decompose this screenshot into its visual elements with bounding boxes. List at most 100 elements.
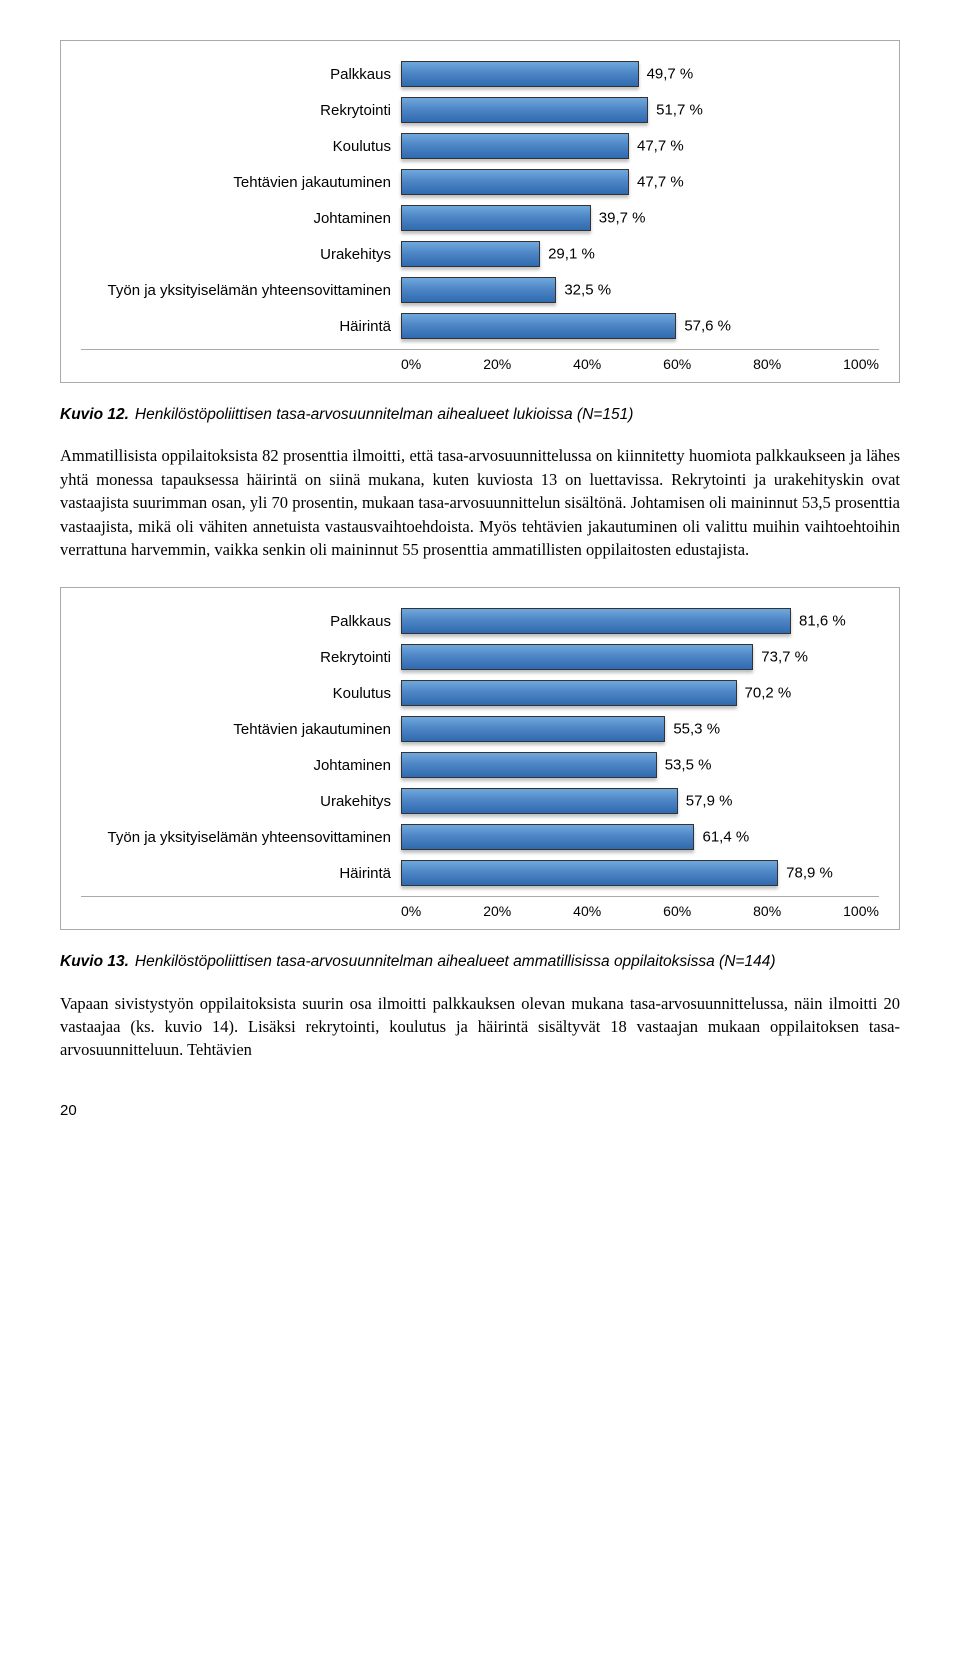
chart-row: Palkkaus 81,6 % [81, 608, 879, 634]
axis-tick-label: 80% [753, 903, 781, 919]
page-number: 20 [60, 1102, 900, 1119]
chart-value-label: 53,5 % [665, 757, 712, 774]
chart-value-label: 78,9 % [786, 865, 833, 882]
chart-value-label: 47,7 % [637, 174, 684, 191]
chart-value-label: 55,3 % [673, 721, 720, 738]
chart-row: Tehtävien jakautuminen 47,7 % [81, 169, 879, 195]
chart-row: Johtaminen53,5 % [81, 752, 879, 778]
chart-bar [401, 788, 678, 814]
chart-bar [401, 644, 753, 670]
caption-kuvio-13: Kuvio 13. Henkilöstöpoliittisen tasa-arv… [60, 950, 900, 973]
chart-bar [401, 241, 540, 267]
chart-bar [401, 61, 639, 87]
chart-bar [401, 752, 657, 778]
chart-value-label: 51,7 % [656, 102, 703, 119]
chart-bar-area: 81,6 % [401, 608, 879, 634]
chart-bar [401, 205, 591, 231]
chart-bar [401, 313, 676, 339]
axis-tick-label: 100% [843, 356, 879, 372]
chart-row: Koulutus 47,7 % [81, 133, 879, 159]
chart-bar [401, 824, 694, 850]
chart-category-label: Palkkaus [81, 66, 401, 83]
body-paragraph-1: Ammatillisista oppilaitoksista 82 prosen… [60, 444, 900, 561]
chart-category-label: Työn ja yksityiselämän yhteensovittamine… [81, 829, 401, 846]
axis-tick-label: 20% [483, 903, 511, 919]
axis-tick-label: 0% [401, 903, 421, 919]
chart-bar-area: 49,7 % [401, 61, 879, 87]
chart-bar-area: 47,7 % [401, 169, 879, 195]
chart-value-label: 29,1 % [548, 246, 595, 263]
chart-category-label: Häirintä [81, 318, 401, 335]
chart-bar [401, 169, 629, 195]
chart-category-label: Häirintä [81, 865, 401, 882]
chart-row: Palkkaus 49,7 % [81, 61, 879, 87]
axis-tick-label: 20% [483, 356, 511, 372]
chart-bar [401, 133, 629, 159]
chart-value-label: 57,9 % [686, 793, 733, 810]
chart-category-label: Johtaminen [81, 210, 401, 227]
chart-row: Häirintä 57,6 % [81, 313, 879, 339]
chart-category-label: Koulutus [81, 685, 401, 702]
chart-bar-area: 39,7 % [401, 205, 879, 231]
chart-row: Häirintä 78,9 % [81, 860, 879, 886]
chart-x-axis: 0% 20% 40% 60% 80% 100% [81, 349, 879, 372]
chart-category-label: Tehtävien jakautuminen [81, 174, 401, 191]
chart-row: Johtaminen 39,7 % [81, 205, 879, 231]
chart-category-label: Työn ja yksityiselämän yhteensovittamine… [81, 282, 401, 299]
chart-category-label: Urakehitys [81, 246, 401, 263]
chart-row: Rekrytointi51,7 % [81, 97, 879, 123]
caption-number: Kuvio 12. [60, 403, 129, 426]
chart-value-label: 73,7 % [761, 649, 808, 666]
chart-value-label: 70,2 % [745, 685, 792, 702]
chart-row: Urakehitys57,9 % [81, 788, 879, 814]
caption-kuvio-12: Kuvio 12. Henkilöstöpoliittisen tasa-arv… [60, 403, 900, 426]
chart-bar [401, 716, 665, 742]
chart-bar-area: 61,4 % [401, 824, 879, 850]
axis-tick-label: 0% [401, 356, 421, 372]
axis-tick-label: 40% [573, 903, 601, 919]
page-container: Palkkaus49,7 %Rekrytointi51,7 %Koulutus4… [0, 0, 960, 1169]
chart-bar [401, 97, 648, 123]
chart-bar-area: 47,7 % [401, 133, 879, 159]
caption-text: Henkilöstöpoliittisen tasa-arvosuunnitel… [135, 950, 776, 973]
axis-tick-label: 60% [663, 356, 691, 372]
chart-bar-area: 32,5 % [401, 277, 879, 303]
chart-value-label: 49,7 % [647, 66, 694, 83]
caption-text: Henkilöstöpoliittisen tasa-arvosuunnitel… [135, 403, 633, 426]
chart-row: Työn ja yksityiselämän yhteensovittamine… [81, 824, 879, 850]
body-paragraph-2: Vapaan sivistystyön oppilaitoksista suur… [60, 992, 900, 1062]
chart-x-axis: 0% 20% 40% 60% 80% 100% [81, 896, 879, 919]
chart-bar-area: 53,5 % [401, 752, 879, 778]
chart-value-label: 32,5 % [564, 282, 611, 299]
chart-row: Rekrytointi 73,7 % [81, 644, 879, 670]
axis-tick-label: 40% [573, 356, 601, 372]
chart-bar-area: 51,7 % [401, 97, 879, 123]
chart-value-label: 81,6 % [799, 613, 846, 630]
chart-bar-area: 73,7 % [401, 644, 879, 670]
chart-bar-area: 57,6 % [401, 313, 879, 339]
chart-row: Tehtävien jakautuminen 55,3 % [81, 716, 879, 742]
axis-tick-label: 100% [843, 903, 879, 919]
chart-value-label: 47,7 % [637, 138, 684, 155]
chart-row: Urakehitys 29,1 % [81, 241, 879, 267]
chart-bar-area: 29,1 % [401, 241, 879, 267]
chart-bar [401, 860, 778, 886]
axis-tick-label: 60% [663, 903, 691, 919]
chart-kuvio-13: Palkkaus 81,6 % Rekrytointi 73,7 % Koulutus 7… [60, 587, 900, 930]
chart-category-label: Rekrytointi [81, 649, 401, 666]
chart-category-label: Tehtävien jakautuminen [81, 721, 401, 738]
chart-row: Työn ja yksityiselämän yhteensovittamine… [81, 277, 879, 303]
chart-bar-area: 70,2 % [401, 680, 879, 706]
axis-tick-label: 80% [753, 356, 781, 372]
chart-bar-area: 78,9 % [401, 860, 879, 886]
chart-bar-area: 55,3 % [401, 716, 879, 742]
chart-value-label: 39,7 % [599, 210, 646, 227]
chart-category-label: Palkkaus [81, 613, 401, 630]
chart-bar-area: 57,9 % [401, 788, 879, 814]
chart-row: Koulutus 70,2 % [81, 680, 879, 706]
chart-kuvio-12: Palkkaus 49,7 % Rekrytointi51,7 % Koulutus 4… [60, 40, 900, 383]
chart-value-label: 61,4 % [702, 829, 749, 846]
chart-category-label: Koulutus [81, 138, 401, 155]
chart-bar [401, 680, 737, 706]
chart-value-label: 57,6 % [684, 318, 731, 335]
